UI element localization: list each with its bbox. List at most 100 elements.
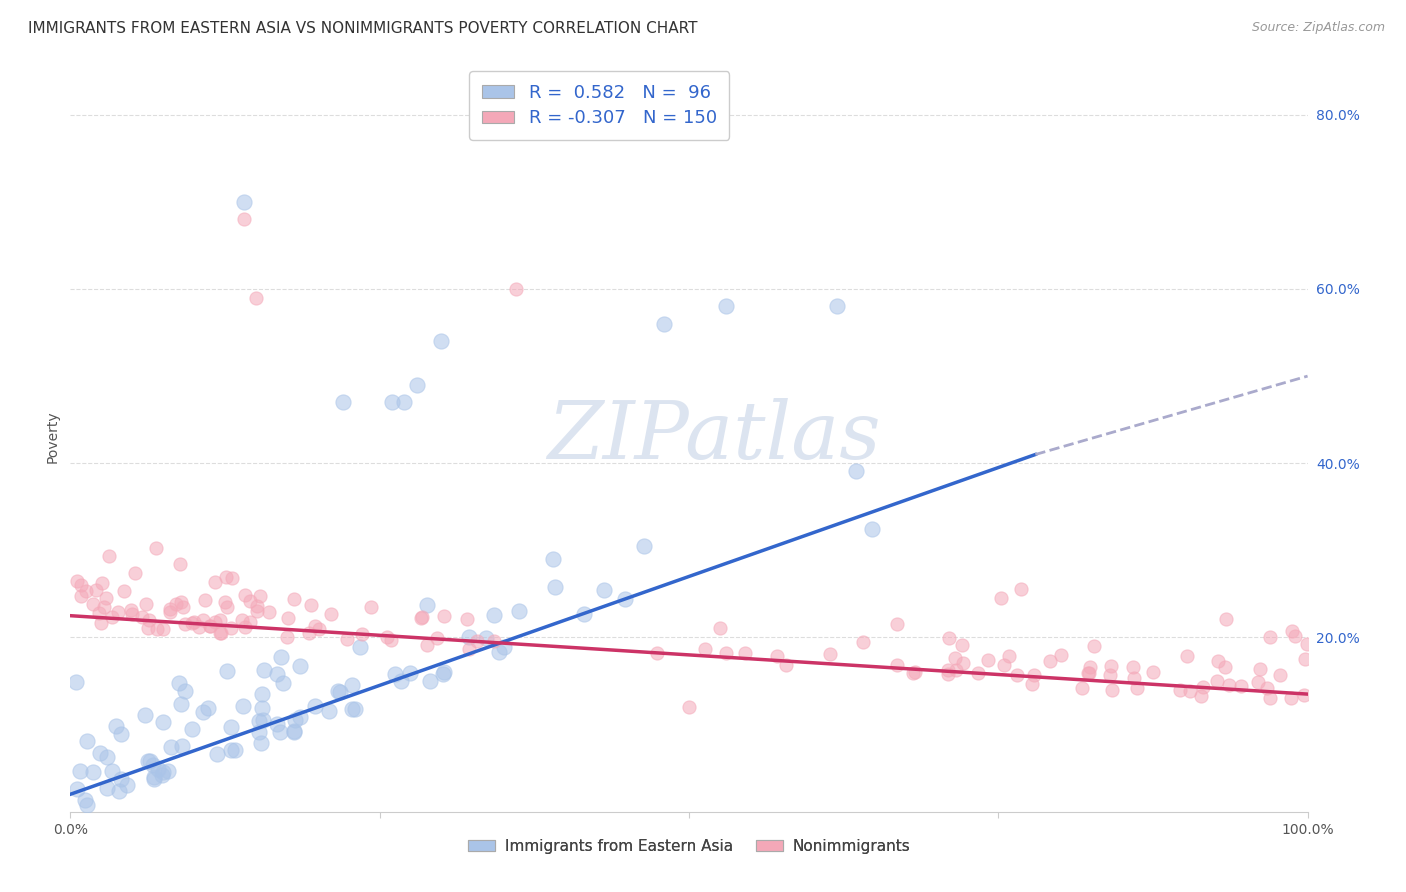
Point [399,665,422,680]
Point [89,746,111,760]
Point [695,642,717,657]
Point [765,648,787,663]
Point [458,630,481,644]
Point [124,566,146,580]
Point [224,742,246,756]
Point [1230,679,1253,693]
Point [904,665,927,680]
Point [208,613,231,627]
Point [1010,582,1032,596]
Point [266,667,288,681]
Point [219,621,242,635]
Point [678,700,700,714]
Point [411,610,433,624]
Point [332,395,354,409]
Point [290,659,312,673]
Point [977,652,1000,666]
Point [120,603,142,617]
Text: Source: ZipAtlas.com: Source: ZipAtlas.com [1251,21,1385,34]
Point [136,621,159,635]
Point [1142,665,1164,679]
Point [91,576,114,591]
Point [1101,683,1123,698]
Point [1126,681,1149,695]
Point [104,719,127,733]
Point [433,665,456,679]
Point [997,649,1019,664]
Point [943,651,966,665]
Point [394,395,416,409]
Point [252,713,274,727]
Point [901,666,924,681]
Point [475,631,498,645]
Point [288,710,311,724]
Point [246,599,269,614]
Point [232,212,254,227]
Point [336,632,359,646]
Point [142,758,165,772]
Point [1022,668,1045,682]
Y-axis label: Poverty: Poverty [45,411,59,463]
Point [233,588,256,602]
Point [250,735,273,749]
Point [138,613,160,627]
Point [101,610,124,624]
Point [245,291,267,305]
Point [152,622,174,636]
Point [107,605,129,619]
Point [360,599,382,614]
Point [96,750,118,764]
Point [183,615,205,629]
Point [1098,667,1121,681]
Point [1077,665,1099,680]
Point [319,607,342,621]
Point [775,657,797,672]
Point [633,539,655,553]
Point [156,764,179,779]
Point [1021,677,1043,691]
Point [135,597,157,611]
Point [1070,681,1092,696]
Point [239,615,262,629]
Point [82,765,104,780]
Point [270,649,292,664]
Point [181,616,204,631]
Point [1215,659,1237,673]
Point [1249,662,1271,676]
Point [146,762,169,776]
Point [852,634,875,648]
Point [194,592,217,607]
Point [326,684,349,698]
Point [69,764,91,778]
Point [142,770,165,784]
Point [131,610,153,624]
Point [1178,684,1201,698]
Point [340,678,363,692]
Point [152,715,174,730]
Point [416,598,439,612]
Point [1218,678,1240,692]
Point [94,591,117,605]
Point [170,697,193,711]
Point [505,282,527,296]
Point [966,665,988,680]
Point [488,644,510,658]
Point [221,571,243,585]
Point [952,656,974,670]
Point [349,640,371,654]
Point [215,570,238,584]
Point [217,664,239,678]
Point [283,725,305,739]
Point [508,604,530,618]
Point [375,630,398,644]
Legend: Immigrants from Eastern Asia, Nonimmigrants: Immigrants from Eastern Asia, Nonimmigra… [461,833,917,860]
Point [110,772,132,786]
Point [115,778,138,792]
Point [76,798,98,813]
Point [66,782,89,797]
Point [886,658,908,673]
Point [181,723,204,737]
Point [152,765,174,780]
Point [159,605,181,619]
Point [384,667,406,681]
